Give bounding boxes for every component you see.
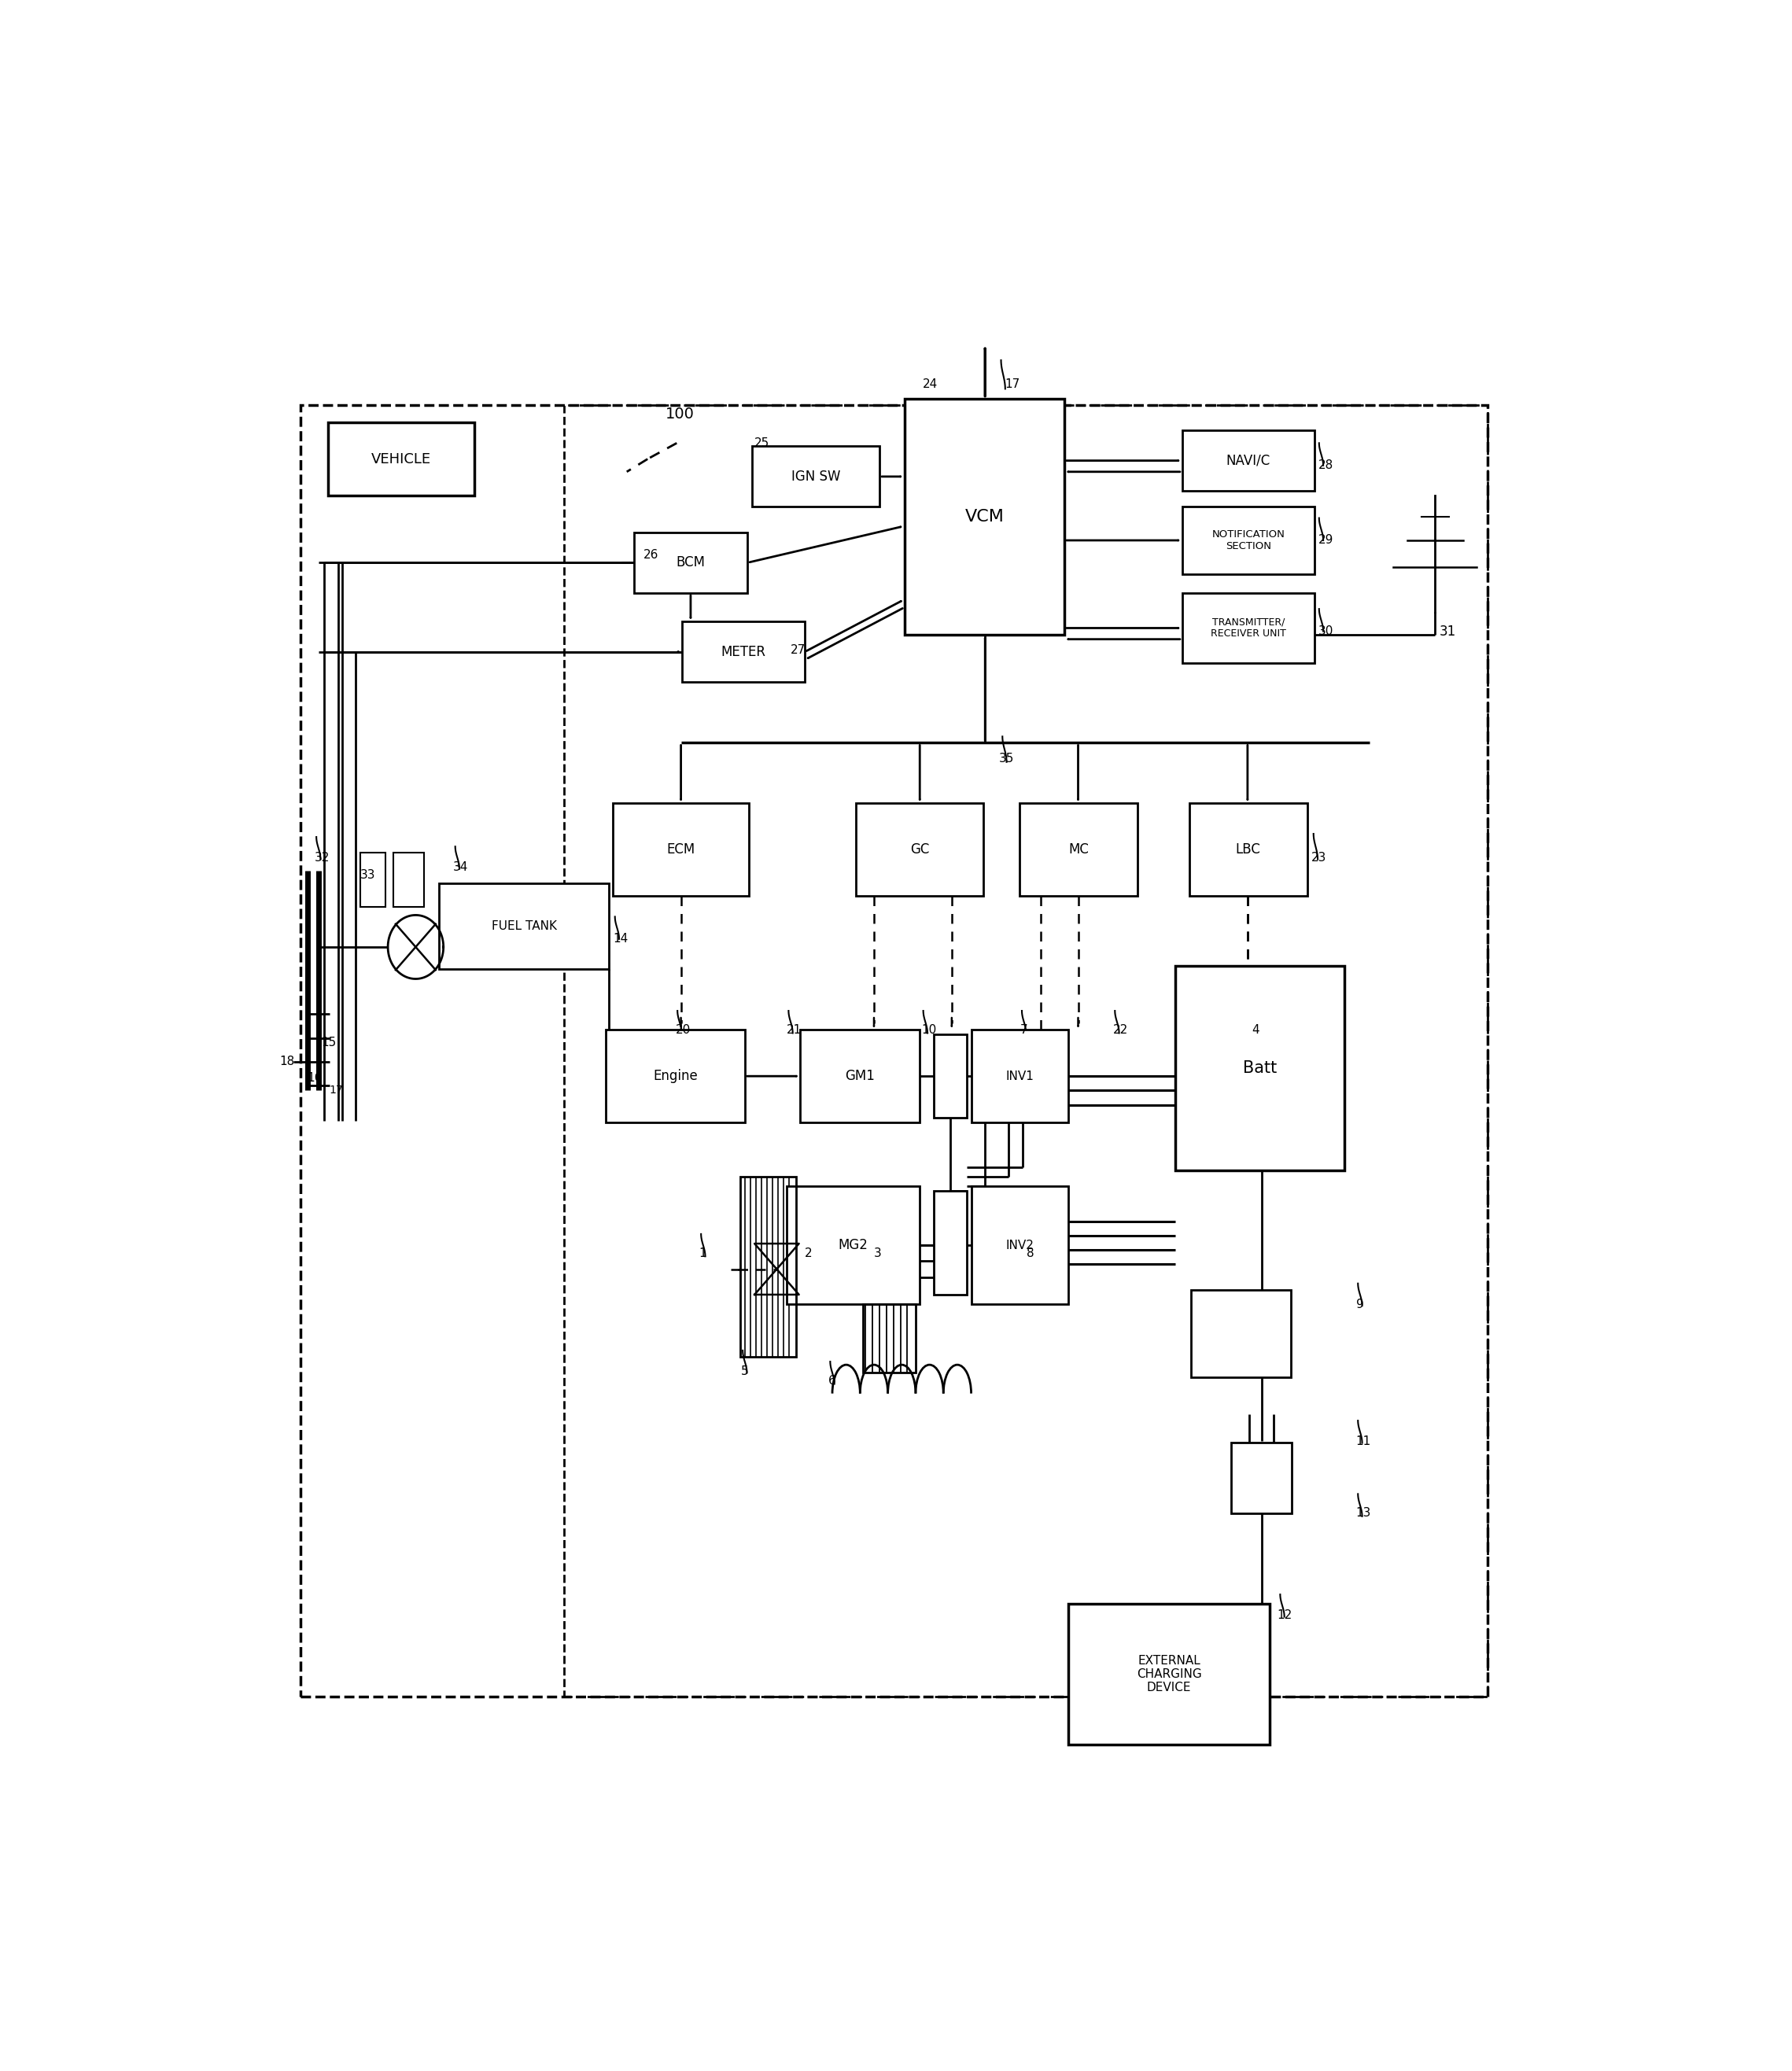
FancyBboxPatch shape [1183,592,1314,663]
Text: TRANSMITTER/
RECEIVER UNIT: TRANSMITTER/ RECEIVER UNIT [1211,617,1287,640]
Text: 33: 33 [360,870,376,880]
Text: 21: 21 [787,1023,801,1036]
Text: 25: 25 [754,437,771,449]
Text: 100: 100 [665,406,695,422]
Text: 4: 4 [1253,1023,1260,1036]
Text: BCM: BCM [676,555,706,570]
FancyBboxPatch shape [1020,804,1138,897]
Text: 26: 26 [643,549,659,561]
Text: 32: 32 [314,851,330,864]
FancyBboxPatch shape [634,532,747,592]
FancyBboxPatch shape [328,422,473,495]
Text: GC: GC [910,843,930,857]
Text: 13: 13 [1357,1508,1371,1518]
Text: 35: 35 [998,754,1014,764]
Text: 14: 14 [613,934,627,944]
Text: 9: 9 [1357,1299,1364,1311]
Text: 27: 27 [790,644,806,657]
FancyBboxPatch shape [683,621,805,681]
Text: 3: 3 [874,1247,882,1259]
Text: INV1: INV1 [1005,1071,1034,1081]
Text: LBC: LBC [1236,843,1262,857]
FancyBboxPatch shape [394,853,425,907]
FancyBboxPatch shape [857,804,984,897]
FancyBboxPatch shape [606,1029,745,1122]
FancyBboxPatch shape [1190,1290,1290,1377]
FancyBboxPatch shape [753,445,880,507]
FancyBboxPatch shape [934,1036,968,1118]
Text: 30: 30 [1319,625,1333,638]
FancyBboxPatch shape [787,1187,919,1305]
Text: NAVI/C: NAVI/C [1226,454,1271,468]
FancyBboxPatch shape [1176,965,1344,1170]
Text: MG2: MG2 [839,1238,867,1253]
Text: 16: 16 [308,1073,323,1083]
Text: 18: 18 [280,1056,294,1069]
Text: 17: 17 [1005,379,1020,389]
FancyBboxPatch shape [1190,804,1308,897]
FancyBboxPatch shape [971,1187,1068,1305]
Text: 2: 2 [805,1247,812,1259]
Text: 12: 12 [1276,1609,1292,1622]
Text: IGN SW: IGN SW [790,470,840,485]
Text: 24: 24 [923,379,937,389]
FancyBboxPatch shape [439,882,609,969]
Text: 8: 8 [1027,1247,1034,1259]
Text: EXTERNAL
CHARGING
DEVICE: EXTERNAL CHARGING DEVICE [1136,1655,1202,1694]
Text: 28: 28 [1319,460,1333,472]
Text: ECM: ECM [667,843,695,857]
Text: 1: 1 [699,1247,706,1259]
Text: 15: 15 [321,1038,337,1048]
Text: Engine: Engine [652,1069,697,1083]
Text: FUEL TANK: FUEL TANK [491,920,557,932]
FancyBboxPatch shape [1183,431,1314,491]
FancyBboxPatch shape [934,1191,968,1294]
Text: 5: 5 [740,1365,749,1377]
Text: NOTIFICATION
SECTION: NOTIFICATION SECTION [1211,530,1285,551]
Text: 17: 17 [330,1085,344,1096]
Text: 6: 6 [828,1375,835,1388]
FancyBboxPatch shape [1231,1443,1292,1514]
Text: 29: 29 [1319,534,1333,547]
Text: GM1: GM1 [846,1069,874,1083]
FancyBboxPatch shape [1068,1605,1271,1744]
Text: VCM: VCM [964,509,1004,524]
FancyBboxPatch shape [1183,507,1314,574]
FancyBboxPatch shape [801,1029,919,1122]
Text: 7: 7 [1020,1023,1027,1036]
Text: Batt: Batt [1244,1060,1278,1077]
Text: INV2: INV2 [1005,1238,1034,1251]
Text: 22: 22 [1113,1023,1127,1036]
Text: 23: 23 [1312,851,1326,864]
Text: VEHICLE: VEHICLE [371,451,432,466]
Text: 10: 10 [921,1023,937,1036]
Text: METER: METER [720,644,765,659]
FancyBboxPatch shape [971,1029,1068,1122]
FancyBboxPatch shape [360,853,385,907]
FancyBboxPatch shape [613,804,749,897]
Text: 20: 20 [676,1023,690,1036]
FancyBboxPatch shape [905,398,1064,634]
Text: 31: 31 [1439,623,1455,638]
Text: MC: MC [1068,843,1090,857]
Text: 34: 34 [453,862,468,874]
Text: 11: 11 [1357,1435,1371,1448]
